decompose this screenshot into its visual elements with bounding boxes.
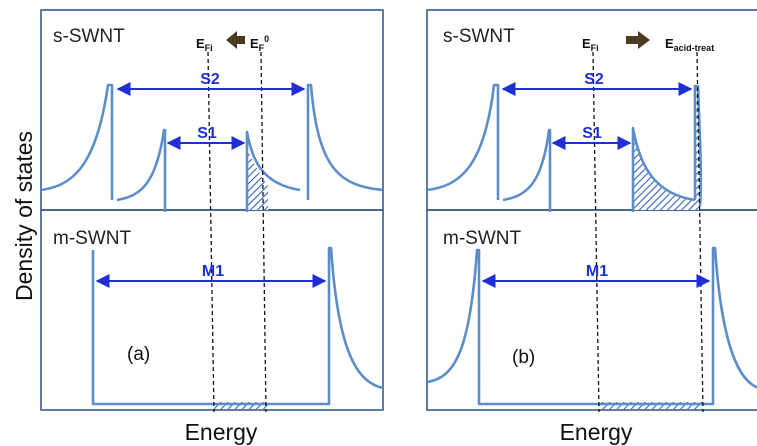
panel-a-efi-label: EFi: [196, 36, 213, 53]
panel-a-m1-label: M1: [202, 263, 224, 280]
panel-b-bottom-label: m-SWNT: [443, 228, 521, 249]
panel-a-s1-label: S1: [197, 125, 217, 142]
panel-b-s1-filled-states: [633, 86, 699, 210]
panel-b-letter: (b): [512, 347, 535, 368]
panel-a-top-label: s-SWNT: [53, 26, 125, 47]
panel-a-m-dos-curve: [91, 246, 384, 406]
panel-b-acid-sub: acid-treat: [674, 43, 715, 53]
panel-a-efi-sub: Fi: [205, 43, 213, 53]
panel-b-efi-sub: Fi: [591, 43, 599, 53]
panel-b-top-label: s-SWNT: [443, 26, 515, 47]
panel-a-shift-arrow-icon: [226, 31, 245, 49]
panel-b: s-SWNT m-SWNT S2 S1 M1 EFi Eacid-treat (…: [426, 9, 757, 413]
y-axis-label: Density of states: [11, 131, 37, 301]
panel-a-efi-line: [207, 51, 215, 413]
panel-b-m1-label: M1: [586, 263, 608, 280]
panel-a: s-SWNT m-SWNT S2 S1 M1 EFi EF0 (a): [40, 9, 384, 413]
panel-a-bottom-label: m-SWNT: [53, 228, 131, 249]
panel-b-s-dos-curve: [426, 83, 696, 212]
panel-a-s-dos-curve: [40, 83, 301, 212]
panel-b-s2-label: S2: [584, 71, 604, 88]
panel-a-efi-main: E: [196, 36, 205, 51]
panel-b-s2-right-peak: [693, 84, 703, 207]
panel-b-efi-main: E: [582, 36, 591, 51]
panel-b-s1-label: S1: [582, 125, 602, 142]
panel-b-m1-filled-states: [599, 402, 702, 409]
panel-a-s1-filled-states: [247, 148, 268, 210]
panel-a-ef0-main: E: [250, 36, 259, 51]
panel-a-letter: (a): [127, 344, 150, 365]
panel-b-efi-label: EFi: [582, 36, 599, 53]
panel-a-bottom-frame: [40, 209, 384, 411]
x-axis-label-right: Energy: [560, 419, 633, 445]
panel-b-shift-arrow-icon: [626, 31, 650, 49]
panel-a-s2-right-peak: [306, 83, 384, 200]
panel-b-m-dos-curve: [426, 246, 757, 406]
panel-a-ef0-line: [260, 51, 267, 413]
panel-b-acid-main: E: [665, 36, 674, 51]
panel-a-s2-label: S2: [200, 71, 220, 88]
panel-a-m1-filled-states: [214, 402, 267, 409]
panel-a-ef0-sub: F: [259, 43, 265, 53]
panel-a-ef0-sup: 0: [264, 34, 269, 44]
panel-b-efi-line: [592, 51, 600, 413]
panel-b-acid-label: Eacid-treat: [665, 36, 714, 53]
panel-a-ef0-label: EF0: [250, 34, 269, 53]
panel-b-bottom-frame: [426, 209, 757, 411]
x-axis-label-left: Energy: [185, 419, 258, 445]
